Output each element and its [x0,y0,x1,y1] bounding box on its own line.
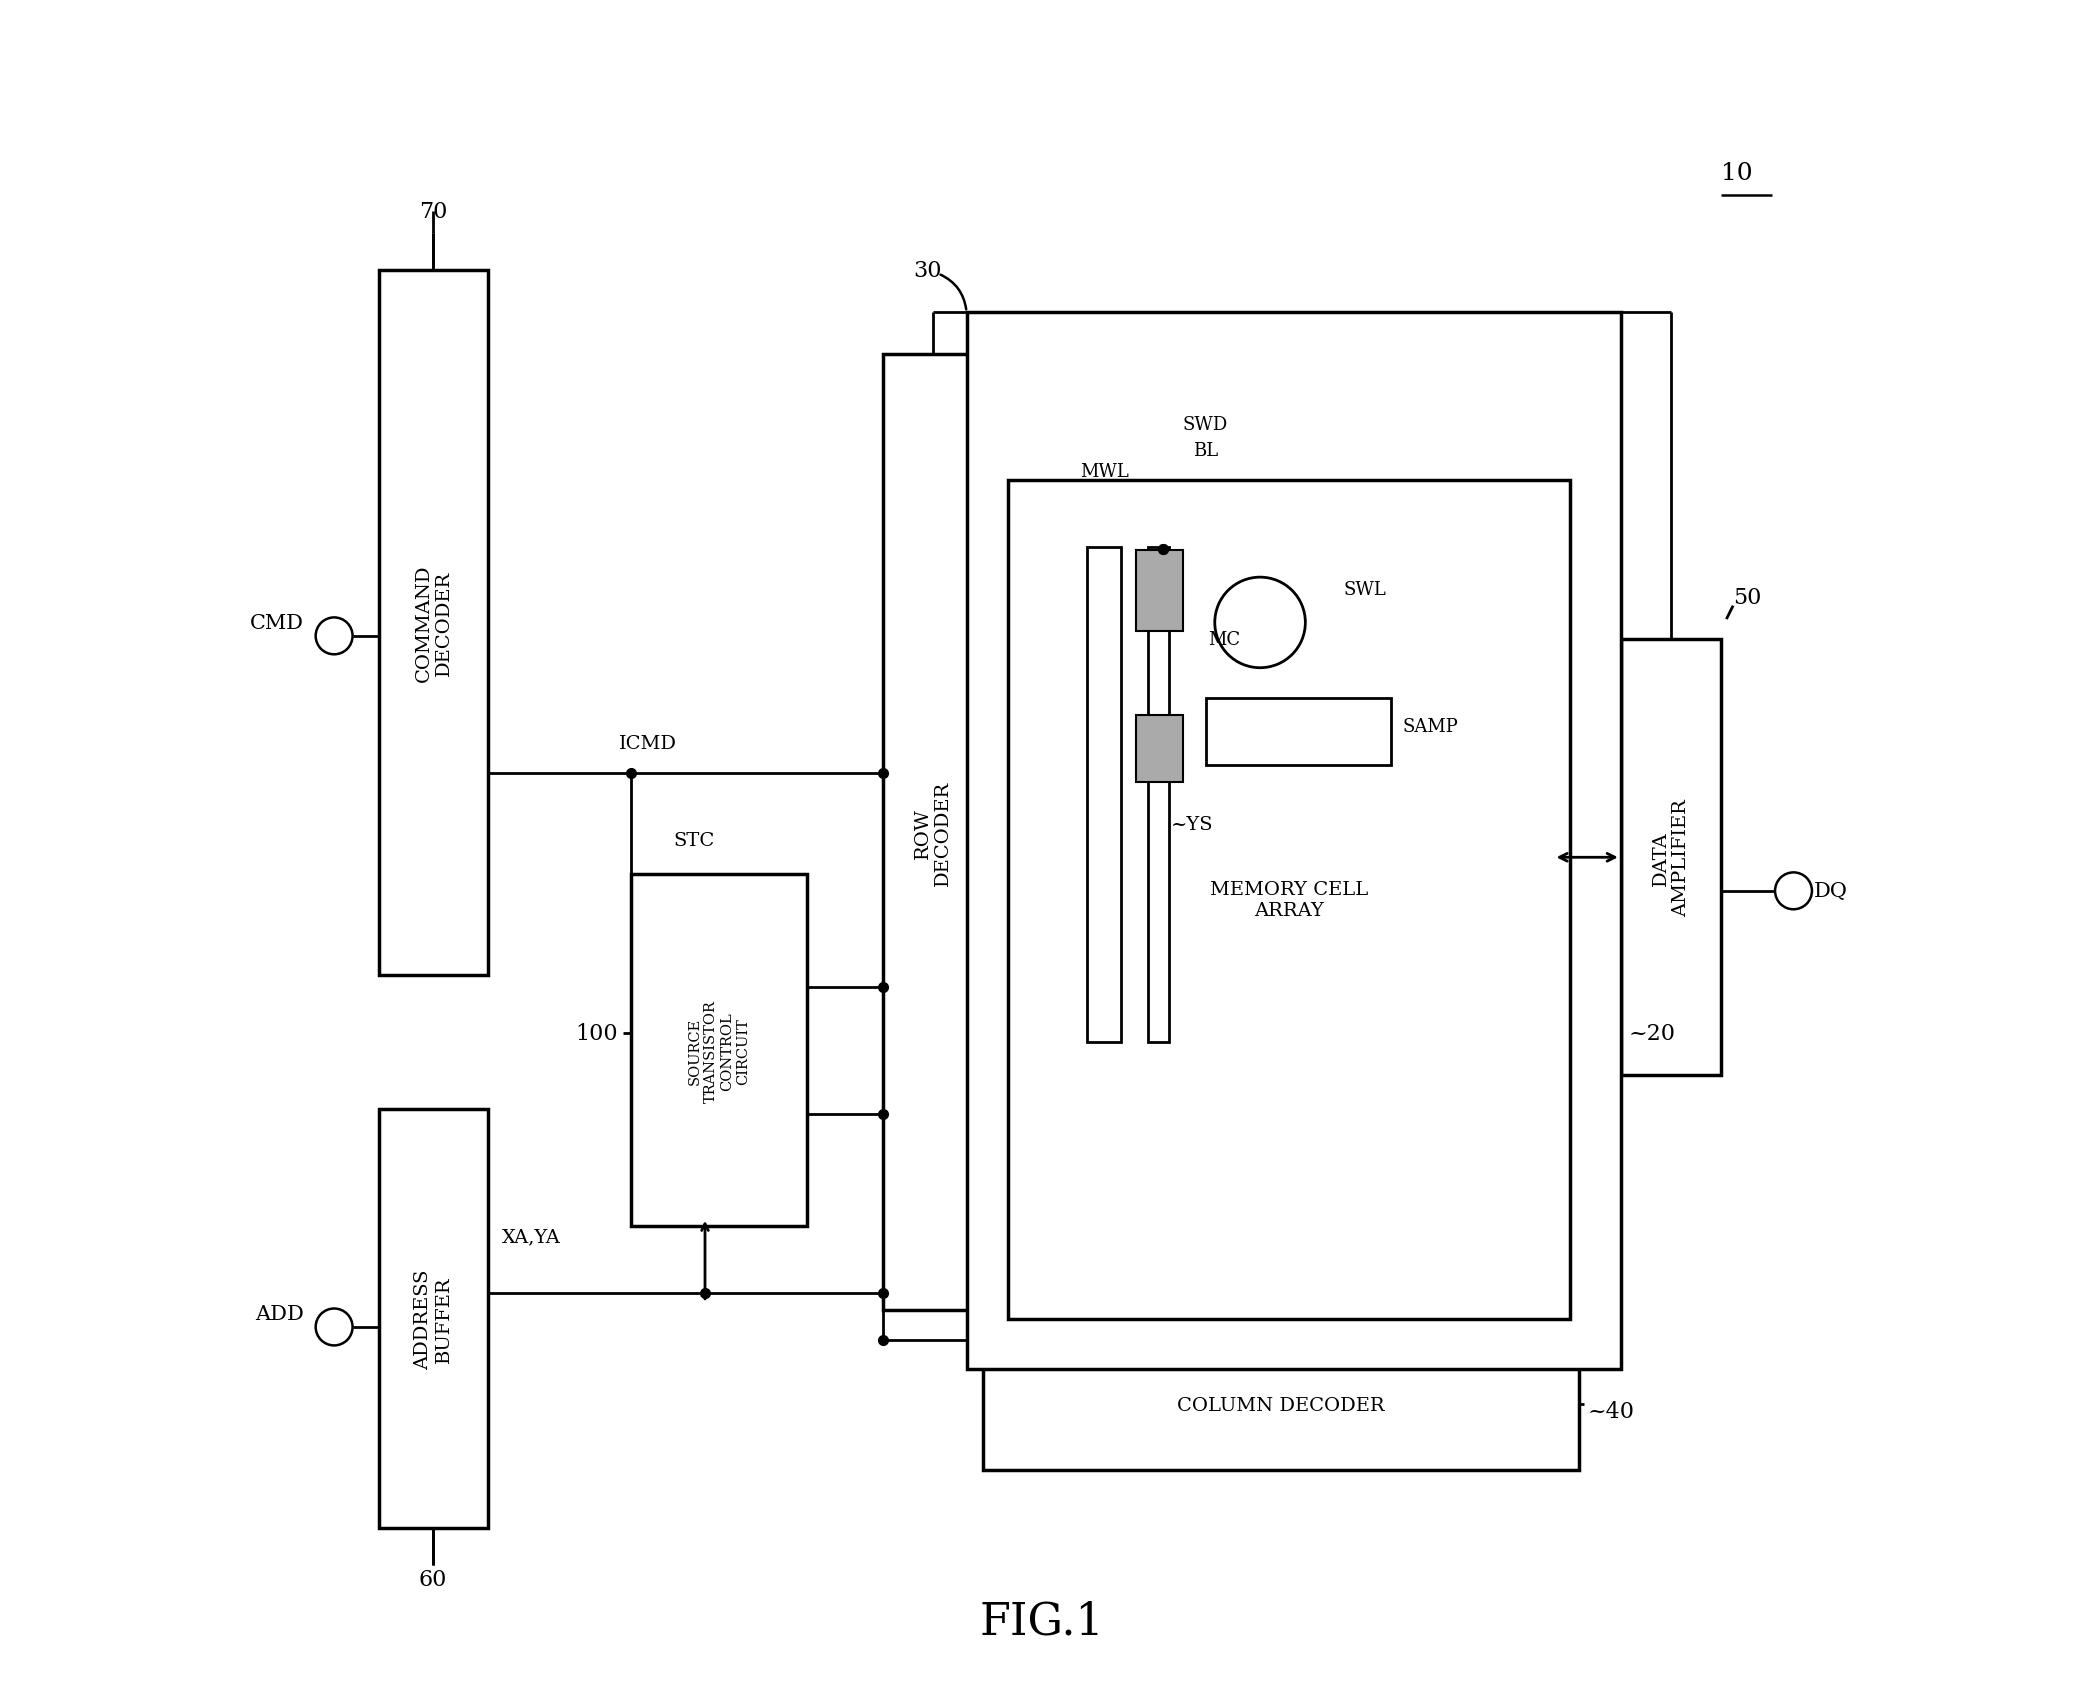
Text: ROW
DECODER: ROW DECODER [913,780,952,885]
Text: 10: 10 [1721,161,1753,185]
Text: 100: 100 [575,1023,617,1045]
Circle shape [315,1309,352,1346]
Text: 30: 30 [913,261,942,283]
Text: MWL: MWL [1080,463,1127,481]
Text: FIG.1: FIG.1 [979,1600,1105,1642]
Bar [379,271,488,976]
Text: DQ: DQ [1813,881,1849,902]
Bar [631,875,807,1226]
Text: ADD: ADD [254,1304,304,1324]
Bar [379,1108,488,1529]
Bar [1088,548,1121,1043]
Text: ICMD: ICMD [619,735,677,754]
Bar [967,313,1621,1369]
Text: DATA
AMPLIFIER: DATA AMPLIFIER [1653,799,1690,917]
Text: MEMORY CELL
ARRAY: MEMORY CELL ARRAY [1211,880,1369,918]
Text: COLUMN DECODER: COLUMN DECODER [1177,1396,1386,1415]
Text: 50: 50 [1734,587,1761,609]
Circle shape [1215,579,1305,668]
Bar [1009,481,1571,1319]
Text: ~20: ~20 [1630,1023,1676,1045]
Text: SAMP: SAMP [1403,718,1459,737]
Text: SWD: SWD [1184,415,1227,434]
Text: SOURCE
TRANSISTOR
CONTROL
CIRCUIT: SOURCE TRANSISTOR CONTROL CIRCUIT [688,999,750,1102]
Text: STC: STC [673,833,715,849]
Text: ~40: ~40 [1588,1399,1634,1421]
Text: ADDRESS
BUFFER: ADDRESS BUFFER [415,1268,454,1369]
Text: CMD: CMD [250,614,304,632]
Text: BL: BL [1192,441,1217,459]
Circle shape [315,617,352,654]
Bar [1136,715,1184,782]
Bar [1148,548,1169,1043]
Text: XA,YA: XA,YA [502,1228,561,1246]
Text: COMMAND
DECODER: COMMAND DECODER [415,565,454,681]
Bar [1207,698,1390,765]
Text: MC: MC [1209,631,1240,649]
Bar [884,355,984,1310]
Circle shape [1776,873,1811,910]
Bar [1621,639,1721,1076]
Bar [1136,552,1184,631]
Text: 60: 60 [419,1568,448,1589]
Bar [984,1341,1580,1470]
Text: ~YS: ~YS [1171,816,1213,833]
Text: SWL: SWL [1344,580,1386,599]
Text: 70: 70 [419,202,448,224]
